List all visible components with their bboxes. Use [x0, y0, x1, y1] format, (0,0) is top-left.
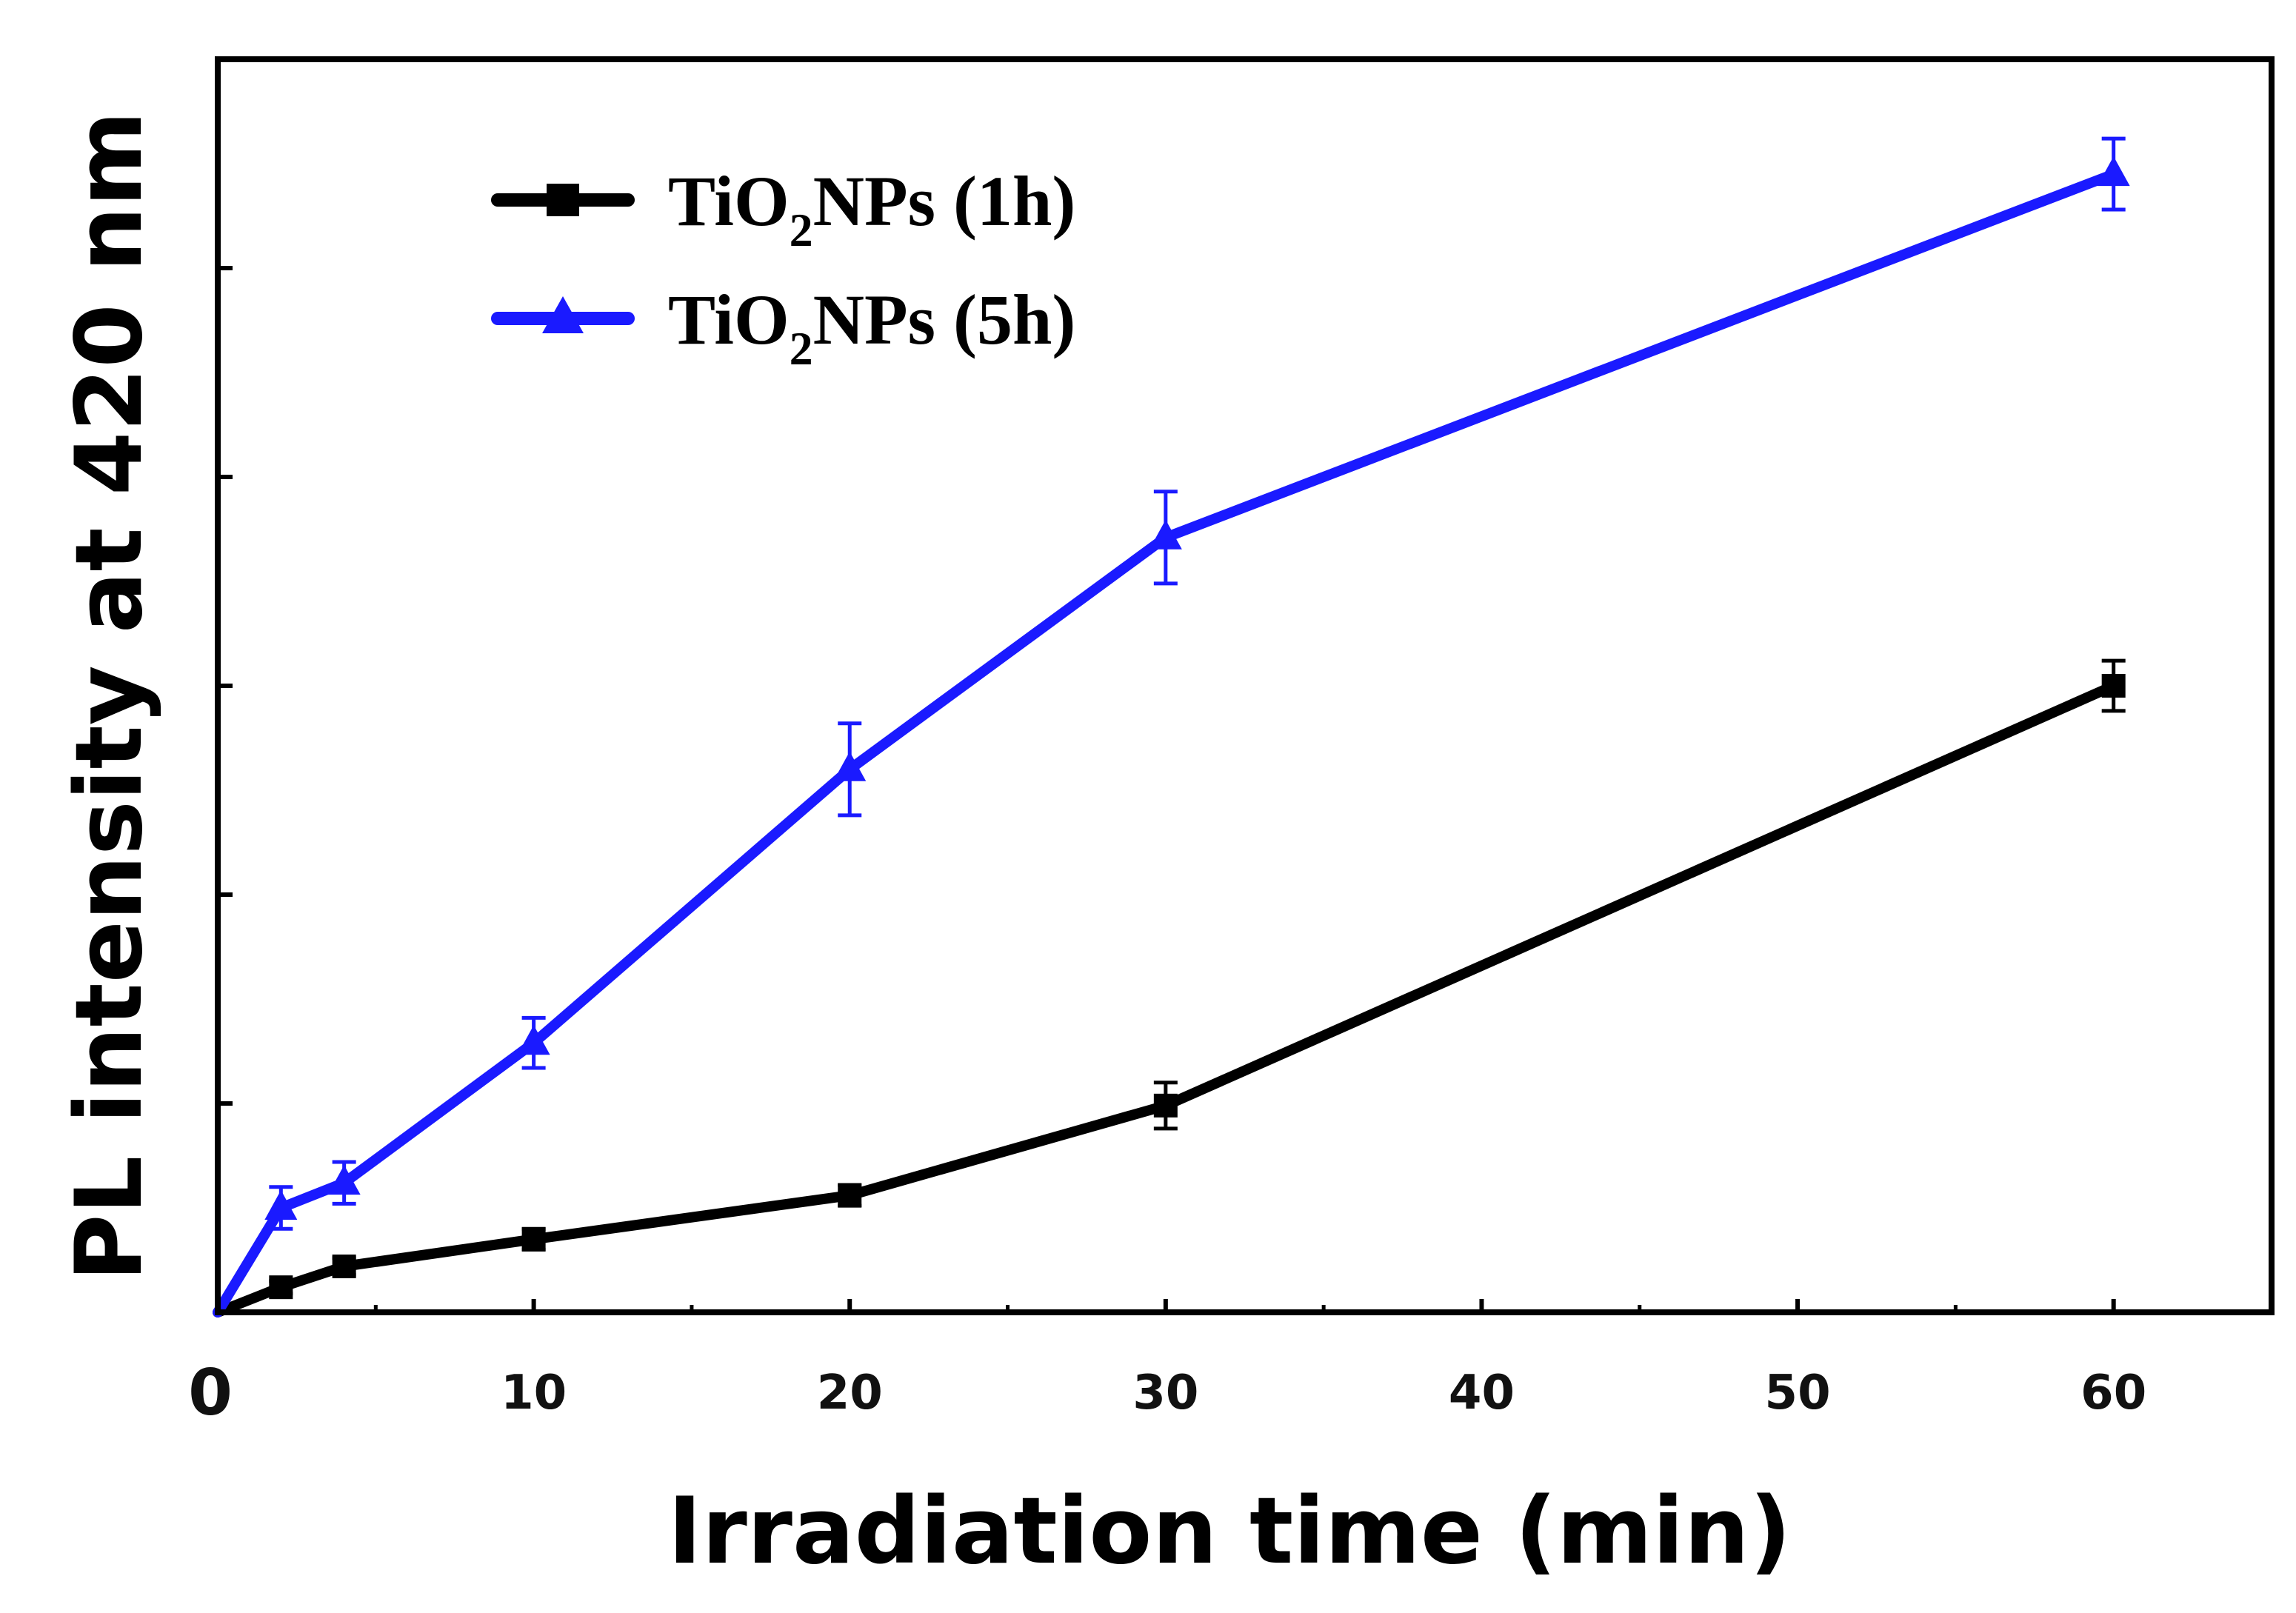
y-axis-title: PL intensity at 420 nm [56, 111, 163, 1282]
x-tick-label: 40 [1449, 1366, 1515, 1420]
data-point [2101, 674, 2126, 698]
axis-layer: 10 20 30 40 50 60 0 [188, 266, 2146, 1430]
series-1 [213, 658, 2126, 1318]
data-point [838, 1183, 862, 1208]
legend-entry-1: TiO2NPs (1h) [491, 161, 1075, 256]
legend-marker [547, 184, 579, 216]
legend-entry-2: TiO2NPs (5h) [491, 280, 1075, 375]
data-point [327, 1165, 361, 1195]
x-tick-label: 20 [817, 1366, 883, 1420]
origin-label: 0 [188, 1356, 233, 1430]
x-tick-label: 10 [501, 1366, 567, 1420]
data-point [1149, 519, 1182, 550]
x-tick-label: 60 [2080, 1366, 2146, 1420]
data-point [517, 1025, 550, 1055]
data-point [833, 751, 867, 781]
data-point [1153, 1093, 1178, 1118]
data-point [2097, 156, 2130, 187]
data-point [269, 1275, 293, 1300]
data-point [264, 1190, 298, 1220]
plot-layer [213, 136, 2130, 1318]
series-2 [213, 136, 2130, 1318]
legend-marker [542, 296, 584, 333]
x-axis-title: Irradiation time (min) [667, 1478, 1791, 1585]
legend-label: TiO2NPs (5h) [668, 280, 1075, 375]
x-tick-label: 50 [1765, 1366, 1831, 1420]
data-point [521, 1227, 546, 1252]
legend: TiO2NPs (1h) TiO2NPs (5h) [491, 161, 1075, 375]
x-tick-label: 30 [1132, 1366, 1198, 1420]
legend-label: TiO2NPs (1h) [668, 161, 1075, 256]
data-point [332, 1254, 356, 1278]
